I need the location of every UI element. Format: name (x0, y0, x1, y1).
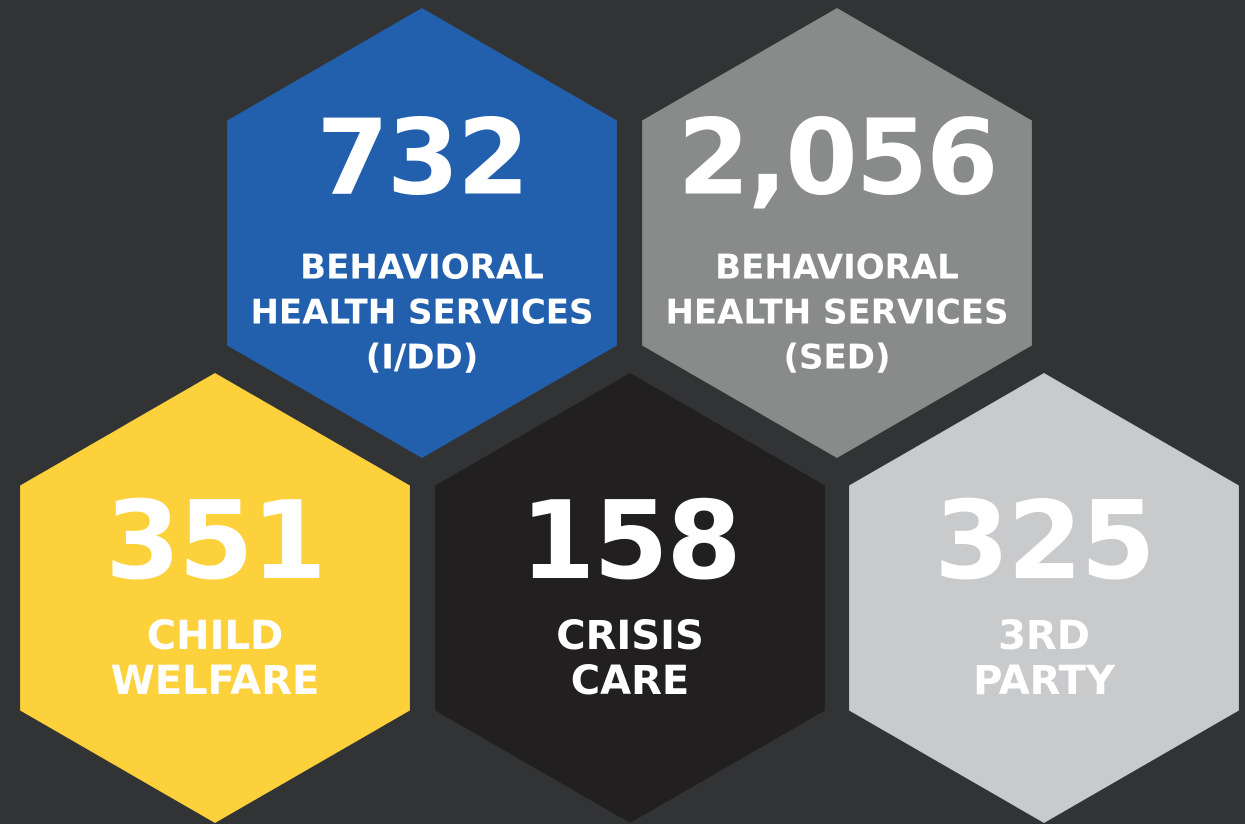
tile-label: 3RD (998, 613, 1090, 659)
tile-label: BEHAVIORAL (300, 248, 544, 288)
tile-number: 732 (316, 96, 527, 218)
tile: 2,056 BEHAVIORAL HEALTH SERVICES (SED) (642, 8, 1032, 458)
tile-label: BEHAVIORAL (715, 248, 959, 288)
tile-number: 325 (934, 479, 1153, 604)
tile-label: (SED) (783, 338, 890, 378)
tile: 732 BEHAVIORAL HEALTH SERVICES (I/DD) (227, 8, 617, 458)
tile-number: 351 (105, 479, 324, 604)
hexagon (227, 8, 617, 458)
tile-label: WELFARE (111, 658, 320, 704)
hexagon (849, 373, 1239, 823)
tile-label: HEALTH SERVICES (250, 293, 593, 333)
tile-label: PARTY (973, 658, 1116, 704)
tile-label: CHILD (147, 613, 283, 659)
hexagon (20, 373, 410, 823)
tile-number: 2,056 (678, 96, 997, 218)
hexagon (435, 373, 825, 823)
tile-number: 158 (520, 479, 739, 604)
tile-label: CRISIS (556, 613, 704, 659)
hexagon (642, 8, 1032, 458)
tile-label: HEALTH SERVICES (665, 293, 1008, 333)
tile-label: CARE (571, 658, 689, 704)
tile-label: (I/DD) (366, 338, 479, 378)
